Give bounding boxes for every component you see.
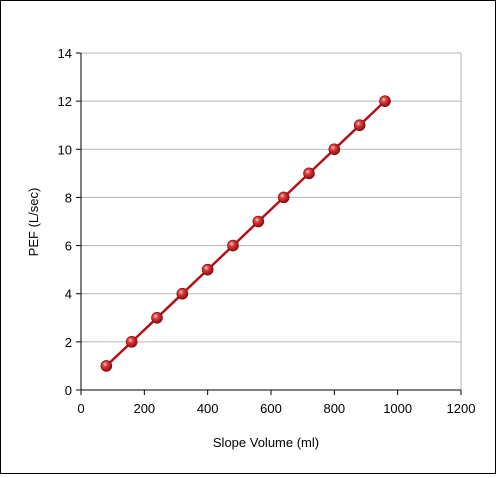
y-tick-label: 2 — [65, 335, 72, 350]
y-tick-label: 8 — [65, 190, 72, 205]
y-tick-label: 6 — [65, 239, 72, 254]
x-axis-title: Slope Volume (ml) — [213, 435, 319, 450]
y-tick-label: 12 — [58, 94, 72, 109]
data-point-marker — [328, 143, 341, 156]
y-tick-label: 14 — [58, 46, 72, 61]
data-point-marker — [125, 336, 138, 348]
y-axis-title: PEF (L/sec) — [26, 188, 41, 257]
x-tick-label: 0 — [77, 401, 84, 416]
y-tick-label: 4 — [65, 287, 72, 302]
x-tick-label: 1200 — [447, 401, 476, 416]
x-tick-label: 600 — [260, 401, 282, 416]
x-tick-label: 800 — [323, 401, 345, 416]
data-point-marker — [379, 95, 391, 107]
data-point-marker — [201, 263, 214, 276]
data-point-marker — [277, 191, 290, 204]
data-point-marker — [252, 215, 265, 228]
x-tick-label: 200 — [133, 401, 155, 416]
data-point-marker — [176, 287, 189, 300]
series-line — [105, 100, 386, 367]
grid-layer — [81, 52, 461, 343]
x-tick-label: 1000 — [383, 401, 412, 416]
y-tick-label: 0 — [65, 383, 72, 398]
axis-layer: 0 2 4 6 8 10 12 14 0 200 400 600 800 1000 1200 — [58, 46, 476, 416]
data-point-marker — [151, 311, 163, 324]
series-layer — [100, 95, 391, 372]
plot-area-border — [80, 52, 462, 391]
y-tick-label: 10 — [58, 142, 72, 157]
data-point-marker — [353, 119, 366, 132]
data-point-marker — [303, 167, 315, 180]
data-point-marker — [227, 239, 239, 252]
x-tick-label: 400 — [197, 401, 219, 416]
data-point-marker — [100, 360, 113, 372]
